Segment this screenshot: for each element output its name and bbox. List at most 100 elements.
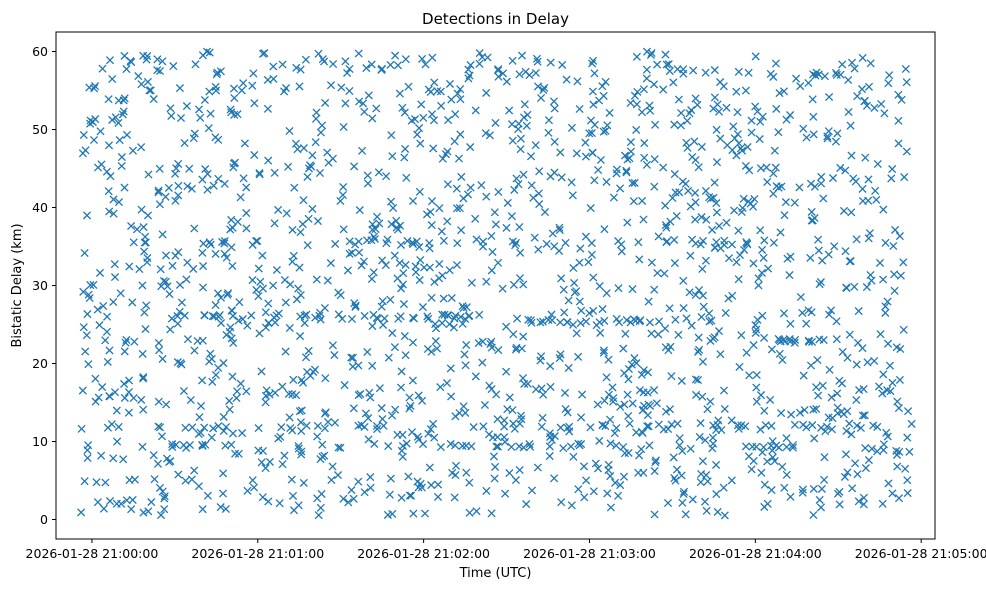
data-point [137, 205, 146, 214]
data-point [669, 453, 678, 462]
data-point [475, 310, 484, 319]
data-point [770, 457, 779, 466]
data-point [138, 349, 147, 358]
data-point [842, 283, 851, 292]
data-point [856, 423, 865, 433]
data-point [752, 442, 761, 451]
data-point [824, 250, 833, 259]
data-point [513, 314, 522, 323]
data-point [166, 325, 175, 334]
data-point [134, 72, 143, 81]
data-point [907, 419, 916, 428]
data-point [820, 475, 829, 484]
data-point [462, 468, 471, 477]
data-point [749, 341, 758, 350]
data-point [712, 125, 721, 134]
data-point [426, 207, 435, 217]
data-point [555, 226, 564, 235]
data-point [806, 253, 815, 262]
data-point [827, 425, 837, 434]
data-point [462, 340, 471, 349]
data-point [138, 442, 147, 451]
data-point [314, 511, 323, 520]
data-point [712, 238, 721, 247]
data-point [304, 214, 313, 223]
data-point [255, 329, 264, 338]
data-point [289, 251, 298, 260]
data-point [357, 261, 366, 270]
data-point [288, 390, 297, 399]
data-point [236, 379, 245, 388]
data-point [142, 301, 151, 310]
data-point [695, 432, 704, 441]
data-point [405, 404, 414, 413]
data-point [205, 238, 214, 247]
data-point [418, 54, 427, 63]
data-point [157, 282, 166, 291]
data-point [380, 314, 389, 323]
data-point [111, 113, 120, 122]
data-point [195, 413, 204, 422]
data-point [230, 93, 239, 103]
data-point [271, 318, 280, 327]
data-point [879, 370, 888, 379]
data-point [415, 242, 424, 252]
data-point [391, 51, 400, 60]
data-point [417, 100, 426, 109]
data-point [79, 323, 88, 332]
data-point [788, 441, 798, 450]
data-point [466, 61, 475, 70]
data-point [585, 309, 594, 318]
data-point [902, 147, 911, 156]
data-point [536, 318, 545, 327]
data-point [622, 316, 631, 325]
data-point [858, 53, 867, 62]
data-point [155, 423, 165, 432]
data-point [760, 333, 769, 342]
data-point [519, 170, 528, 179]
data-point [755, 135, 764, 144]
data-point [294, 284, 303, 293]
data-point [434, 480, 443, 489]
data-point [347, 314, 357, 324]
data-point [557, 498, 566, 507]
data-point [734, 67, 743, 76]
data-point [415, 276, 424, 285]
data-point [588, 59, 597, 68]
data-point [405, 393, 414, 402]
data-point [702, 215, 711, 224]
data-point [147, 498, 156, 507]
data-point [581, 152, 590, 161]
data-point [586, 204, 595, 213]
data-point [460, 350, 469, 359]
data-point [650, 510, 659, 519]
data-point [623, 155, 632, 164]
data-point [535, 167, 544, 176]
data-point [762, 163, 771, 172]
data-point [264, 299, 273, 308]
data-point [590, 176, 599, 185]
data-point [234, 449, 243, 458]
data-point [870, 356, 879, 366]
data-point [885, 361, 895, 370]
data-point [330, 351, 339, 360]
data-point [758, 245, 767, 254]
data-point [653, 268, 662, 278]
data-point [205, 48, 214, 57]
data-point [482, 277, 491, 286]
data-point [189, 264, 198, 273]
data-point [337, 83, 346, 92]
data-point [833, 389, 842, 398]
data-point [548, 229, 557, 238]
data-point [564, 296, 573, 305]
data-point [527, 486, 537, 495]
data-point [451, 461, 461, 470]
data-point [156, 511, 166, 520]
data-point [674, 95, 683, 104]
data-point [437, 227, 446, 236]
data-point [651, 456, 660, 465]
x-tick-label: 2026-01-28 21:04:00 [689, 546, 822, 561]
data-point [716, 134, 725, 143]
data-point [398, 103, 407, 112]
data-point [546, 362, 555, 371]
